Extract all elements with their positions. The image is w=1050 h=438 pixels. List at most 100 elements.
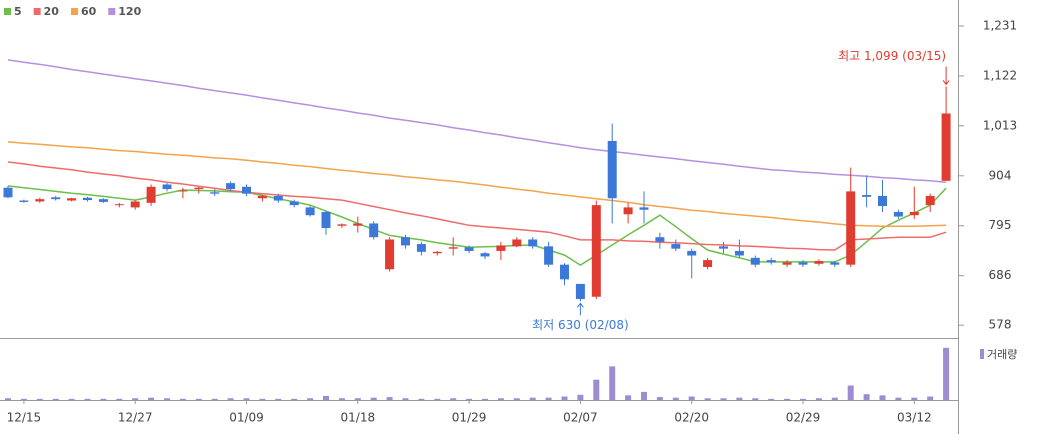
- candle-body: [289, 201, 299, 206]
- volume-bar: [911, 397, 918, 400]
- x-tick-label: 12/15: [7, 411, 42, 425]
- volume-bar: [434, 398, 441, 400]
- volume-bar: [243, 398, 250, 400]
- volume-bar: [831, 397, 838, 400]
- candle-body: [671, 244, 681, 249]
- candle-body: [130, 201, 140, 208]
- candle-body: [416, 244, 426, 252]
- volume-bar: [179, 398, 186, 400]
- y-tick-label: 1,013: [983, 118, 1017, 132]
- volume-bar: [338, 398, 345, 400]
- legend-swatch: [4, 8, 11, 15]
- candle-body: [798, 262, 808, 265]
- candle-body: [528, 239, 538, 247]
- candle-body: [464, 247, 474, 251]
- candle-body: [83, 197, 92, 201]
- candle-body: [401, 237, 410, 246]
- volume-bar: [752, 398, 759, 400]
- candle-body: [305, 207, 315, 216]
- candle-body: [257, 195, 267, 199]
- candle-body: [353, 223, 363, 226]
- candle-body: [226, 183, 236, 190]
- volume-bar: [259, 398, 266, 400]
- x-tick-label: 12/27: [118, 411, 153, 425]
- volume-bar: [879, 395, 886, 400]
- candle-body: [321, 211, 331, 229]
- high-annotation: 최고 1,099 (03/15): [838, 49, 946, 63]
- y-tick-label: 578: [989, 318, 1012, 332]
- volume-bar: [482, 398, 488, 400]
- candle-body: [67, 198, 77, 201]
- volume-bar: [5, 398, 11, 400]
- candle-body: [19, 200, 29, 202]
- candle-body: [337, 224, 347, 226]
- moving-average-line: [7, 161, 947, 251]
- y-tick-label: 1,122: [983, 68, 1017, 82]
- candle-body: [448, 247, 458, 249]
- legend-label: 60: [81, 5, 97, 18]
- volume-bar: [307, 398, 314, 400]
- y-tick-label: 1,231: [983, 18, 1017, 32]
- candle-body: [178, 190, 188, 192]
- volume-bar: [688, 396, 695, 400]
- candle-body: [98, 199, 108, 202]
- candle-body: [544, 246, 554, 265]
- volume-bar: [736, 397, 743, 400]
- candle-body: [273, 195, 283, 201]
- candle-body: [639, 207, 649, 210]
- candle-body: [575, 283, 585, 300]
- candle-body: [496, 245, 506, 251]
- volume-bar: [386, 397, 393, 400]
- volume-bar: [625, 395, 632, 400]
- volume-bar: [672, 397, 679, 400]
- volume-bar: [211, 398, 218, 400]
- candle-body: [909, 211, 919, 216]
- volume-bar: [545, 397, 552, 400]
- legend-swatch: [70, 8, 78, 15]
- volume-bar: [132, 398, 139, 400]
- candle-body: [210, 192, 220, 194]
- volume-bar: [513, 398, 520, 400]
- low-arrow: [577, 302, 584, 316]
- candle-body: [512, 239, 522, 247]
- x-tick-label: 02/29: [786, 411, 821, 425]
- candle-body: [3, 187, 13, 198]
- volume-bar: [20, 398, 27, 400]
- volume-bar: [641, 391, 647, 400]
- candle-body: [146, 186, 156, 203]
- x-tick-label: 01/09: [229, 411, 264, 425]
- volume-bar: [784, 398, 791, 400]
- volume-bar: [354, 398, 361, 400]
- volume-bar: [943, 347, 950, 400]
- candle-body: [734, 250, 744, 256]
- moving-average-line: [7, 141, 947, 227]
- candle-body: [814, 261, 824, 264]
- volume-bar: [656, 397, 663, 400]
- x-tick-label: 02/20: [674, 411, 709, 425]
- x-tick-label: 03/12: [897, 411, 932, 425]
- candle-body: [687, 250, 697, 256]
- volume-legend-label: 거래량: [987, 348, 1017, 361]
- candle-body: [846, 191, 856, 265]
- candle-body: [385, 239, 395, 270]
- candle-body: [607, 140, 617, 199]
- candle-body: [369, 223, 379, 238]
- volume-bar: [720, 398, 727, 400]
- candle-body: [878, 195, 887, 207]
- candle-body: [750, 257, 760, 265]
- candle-body: [114, 204, 124, 206]
- moving-average-line: [7, 185, 947, 266]
- candle-body: [703, 260, 713, 267]
- candle-body: [623, 207, 633, 215]
- candle-body: [591, 205, 601, 297]
- volume-bar: [609, 366, 616, 400]
- candle-body: [719, 246, 728, 249]
- x-tick-label: 01/18: [341, 411, 376, 425]
- candle-body: [941, 113, 951, 181]
- volume-bar: [800, 398, 806, 400]
- volume-bar: [100, 398, 107, 400]
- candle-body: [35, 199, 45, 202]
- y-tick-label: 904: [989, 168, 1012, 182]
- volume-bar: [227, 398, 234, 400]
